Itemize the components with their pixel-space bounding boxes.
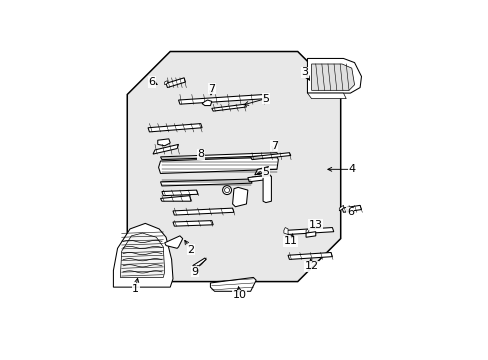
Polygon shape bbox=[158, 139, 170, 146]
Text: 4: 4 bbox=[347, 164, 355, 174]
Text: 5: 5 bbox=[262, 94, 269, 104]
Polygon shape bbox=[287, 252, 332, 260]
Polygon shape bbox=[232, 187, 247, 207]
Polygon shape bbox=[311, 64, 354, 90]
Text: 9: 9 bbox=[191, 267, 198, 277]
Polygon shape bbox=[247, 175, 271, 182]
Polygon shape bbox=[113, 223, 173, 287]
Polygon shape bbox=[284, 228, 287, 234]
Polygon shape bbox=[158, 157, 278, 174]
Polygon shape bbox=[160, 195, 191, 201]
Polygon shape bbox=[250, 153, 290, 159]
Text: 6: 6 bbox=[346, 207, 353, 217]
Text: 13: 13 bbox=[308, 220, 322, 230]
Polygon shape bbox=[166, 78, 185, 87]
Text: 10: 10 bbox=[232, 291, 246, 301]
Polygon shape bbox=[160, 179, 251, 186]
Text: 11: 11 bbox=[283, 237, 297, 246]
Polygon shape bbox=[254, 167, 268, 175]
Polygon shape bbox=[192, 258, 206, 268]
Text: 2: 2 bbox=[187, 245, 194, 255]
Polygon shape bbox=[305, 229, 308, 233]
Text: 3: 3 bbox=[301, 67, 307, 77]
Polygon shape bbox=[202, 100, 211, 105]
Polygon shape bbox=[162, 190, 198, 195]
Polygon shape bbox=[263, 175, 271, 203]
Text: 8: 8 bbox=[197, 149, 204, 159]
Text: 7: 7 bbox=[270, 141, 277, 151]
Polygon shape bbox=[339, 205, 343, 211]
Text: 12: 12 bbox=[304, 261, 318, 271]
Text: 5: 5 bbox=[262, 167, 269, 177]
Circle shape bbox=[224, 188, 229, 193]
Polygon shape bbox=[120, 233, 164, 278]
Polygon shape bbox=[164, 81, 167, 85]
Polygon shape bbox=[305, 232, 315, 237]
Text: 1: 1 bbox=[132, 284, 139, 293]
Circle shape bbox=[222, 186, 231, 194]
Polygon shape bbox=[127, 51, 340, 282]
Polygon shape bbox=[307, 58, 361, 93]
Polygon shape bbox=[160, 153, 278, 159]
Text: 7: 7 bbox=[208, 84, 215, 94]
Polygon shape bbox=[148, 123, 202, 132]
Polygon shape bbox=[178, 94, 265, 104]
Polygon shape bbox=[286, 228, 333, 234]
Polygon shape bbox=[153, 144, 178, 154]
Polygon shape bbox=[307, 93, 346, 99]
Polygon shape bbox=[173, 208, 233, 215]
Polygon shape bbox=[210, 278, 256, 291]
Polygon shape bbox=[211, 104, 246, 111]
Text: 6: 6 bbox=[148, 77, 155, 87]
Polygon shape bbox=[164, 236, 183, 248]
Polygon shape bbox=[173, 221, 213, 226]
Polygon shape bbox=[342, 205, 361, 212]
